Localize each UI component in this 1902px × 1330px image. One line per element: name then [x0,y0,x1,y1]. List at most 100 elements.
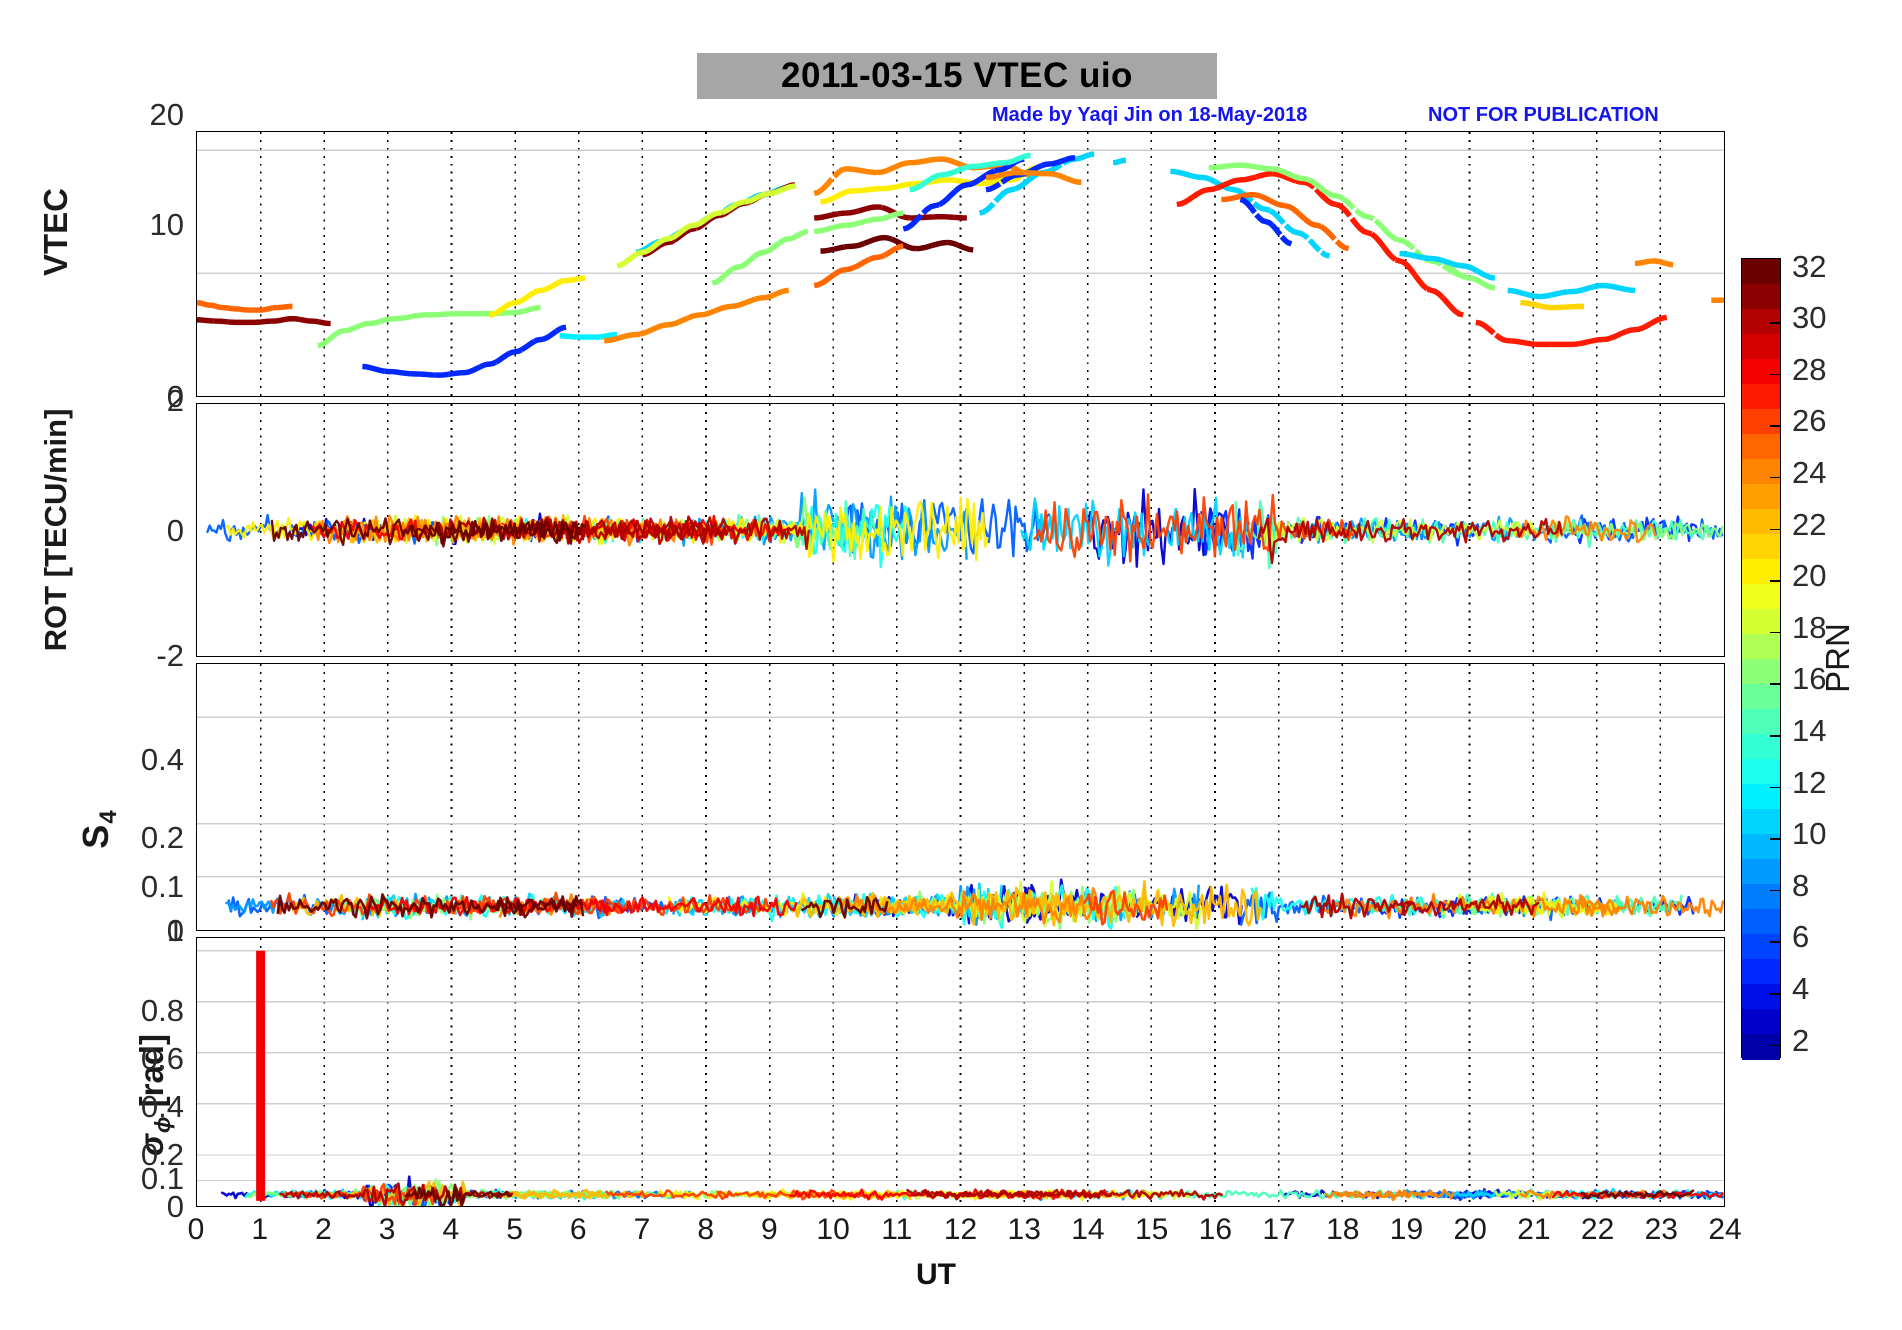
colorbar-segment [1742,484,1780,510]
x-tick-2: 2 [315,1213,332,1246]
colorbar-tick-18: 18 [1792,609,1827,645]
colorbar-tick-24: 24 [1792,454,1827,490]
colorbar-segment [1742,909,1780,935]
colorbar-tickmark [1770,373,1781,376]
colorbar-segment [1742,784,1780,810]
x-tick-8: 8 [697,1213,714,1246]
panel-sigma-phi-plot [197,938,1724,1206]
x-tick-23: 23 [1644,1213,1678,1246]
colorbar-segment [1742,659,1780,685]
x-tick-7: 7 [633,1213,651,1246]
x-tick-14: 14 [1071,1213,1105,1246]
colorbar-segment [1742,634,1780,660]
x-axis-label: UT [916,1258,956,1291]
x-tick-9: 9 [761,1213,778,1246]
panel-s4-plot [197,664,1724,930]
panel-rot-ytick-0: 0 [166,513,184,548]
colorbar-tickmark [1770,425,1781,427]
colorbar-segment [1742,584,1780,610]
colorbar-tickmark [1770,580,1781,582]
colorbar-segment [1742,984,1780,1010]
colorbar-segment [1742,959,1780,985]
colorbar-tickmark [1770,322,1781,324]
grid-lines-vtec [197,132,1724,396]
panel-vtec-ytick-20: 20 [149,97,184,132]
colorbar-segment [1742,609,1780,635]
x-tick-15: 15 [1134,1213,1169,1246]
x-tick-18: 18 [1326,1213,1360,1246]
x-tick-13: 13 [1007,1213,1041,1246]
colorbar-tick-10: 10 [1792,816,1827,852]
panel-rot-ytick-2: 2 [166,383,184,418]
colorbar-label: PRN [1819,623,1856,693]
colorbar-segment [1742,809,1780,835]
panel-s4-ytick-0: 0 [166,913,184,948]
panel-rot-ytick-neg2: -2 [156,638,184,673]
colorbar-segment [1742,459,1780,485]
colorbar-segment [1742,934,1780,960]
colorbar-tick-14: 14 [1792,713,1827,749]
x-tick-3: 3 [378,1213,396,1246]
x-tick-20: 20 [1453,1213,1487,1246]
colorbar-segment [1742,359,1780,385]
colorbar-tickmark [1770,993,1781,995]
colorbar-segment [1742,409,1780,435]
x-tick-17: 17 [1262,1213,1296,1246]
colorbar-tick-30: 30 [1792,300,1827,336]
panel-s4 [196,663,1725,931]
colorbar-tick-16: 16 [1792,661,1827,697]
grid-lines-sigma-phi [197,938,1724,1206]
colorbar-tick-22: 22 [1792,506,1827,542]
colorbar-tickmark [1770,838,1781,840]
colorbar-tickmark [1770,631,1781,634]
panel-s4-ytick-02: 0.2 [140,820,184,855]
data-traces-sigma-phi [220,950,1724,1206]
x-tick-5: 5 [506,1213,523,1246]
x-tick-4: 4 [442,1213,460,1246]
colorbar-tick-32: 32 [1792,248,1827,284]
grid-lines-s4 [197,664,1724,930]
panel-sigma-phi-ytick-0: 0 [166,1189,184,1224]
colorbar-tickmark [1770,735,1781,737]
x-tick-6: 6 [569,1213,587,1246]
panel-sigma-phi [196,937,1725,1207]
colorbar-tick-20: 20 [1792,558,1827,594]
panel-rot-ylabel: ROT [TECU/min] [38,408,73,652]
colorbar-segment [1742,884,1780,910]
made-by-annotation: Made by Yaqi Jin on 18-May-2018 [992,104,1308,126]
x-tick-1: 1 [251,1213,269,1246]
colorbar-tickmark [1770,941,1781,943]
colorbar-tick-12: 12 [1792,764,1827,800]
colorbar-segment [1742,859,1780,885]
colorbar[interactable] [1741,258,1781,1060]
panel-s4-ytick-01: 0.1 [140,869,184,904]
colorbar-segment [1742,334,1780,360]
x-tick-16: 16 [1198,1213,1233,1246]
panel-sigma-phi-ytick-1: 1 [166,913,184,948]
panel-sigma-phi-ytick-01: 0.1 [140,1161,184,1196]
colorbar-tick-4: 4 [1792,971,1810,1007]
panel-sigma-phi-ytick-02: 0.2 [140,1137,184,1172]
not-for-publication-annotation: NOT FOR PUBLICATION [1428,104,1659,126]
colorbar-tick-8: 8 [1792,867,1810,903]
panel-vtec [196,131,1725,397]
x-tick-11: 11 [881,1213,913,1246]
colorbar-segment [1742,309,1780,335]
colorbar-tick-26: 26 [1792,403,1827,439]
colorbar-segment [1742,759,1780,785]
colorbar-segment [1742,284,1780,310]
panel-rot [196,403,1725,657]
panel-sigma-phi-ytick-04: 0.4 [140,1089,184,1124]
panel-s4-ytick-04: 0.4 [140,742,184,777]
x-tick-24: 24 [1708,1213,1742,1246]
panel-vtec-plot [197,132,1724,396]
page-title-text: 2011-03-15 VTEC uio [781,56,1133,95]
panel-sigma-phi-ytick-08: 0.8 [140,993,184,1028]
panel-vtec-ytick-0: 0 [166,379,184,414]
colorbar-segment [1742,1009,1780,1035]
colorbar-segment [1742,734,1780,760]
x-tick-0: 0 [187,1213,205,1246]
colorbar-segment [1742,709,1780,735]
colorbar-segment [1742,259,1780,285]
